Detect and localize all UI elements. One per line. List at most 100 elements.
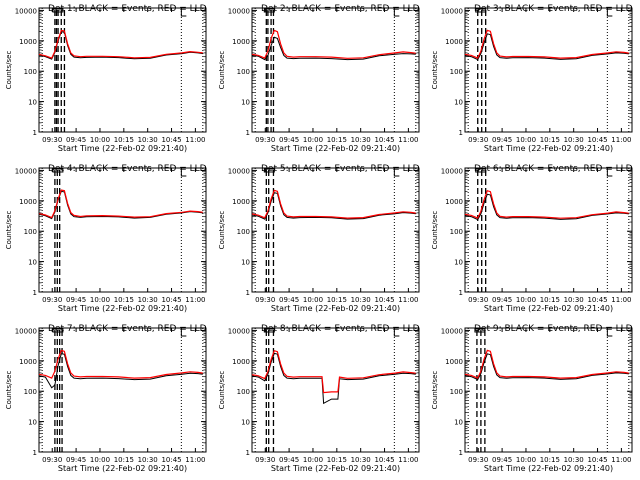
x-tick-label: 10:15 xyxy=(114,136,134,144)
x-tick-label: 09:30 xyxy=(468,296,488,304)
corner-marker xyxy=(393,169,400,177)
x-tick-label: 10:00 xyxy=(516,456,536,464)
y-tick-label: 10 xyxy=(241,259,250,267)
y-tick-label: 100 xyxy=(237,388,250,396)
x-tick-label: 09:45 xyxy=(492,296,512,304)
y-tick-label: 1 xyxy=(33,289,37,297)
x-tick-label: 10:30 xyxy=(138,296,158,304)
x-tick-label: 09:30 xyxy=(42,136,62,144)
y-tick-label: 10 xyxy=(454,419,463,427)
y-tick-label: 100 xyxy=(237,228,250,236)
x-tick-label: 11:00 xyxy=(611,136,631,144)
x-tick-label: 09:45 xyxy=(279,456,299,464)
x-tick-label: 09:45 xyxy=(66,136,86,144)
y-tick-label: 10 xyxy=(454,99,463,107)
y-tick-label: 10000 xyxy=(441,167,463,175)
x-tick-label: 09:45 xyxy=(66,456,86,464)
y-tick-label: 10000 xyxy=(15,7,37,15)
y-tick-label: 1000 xyxy=(445,38,463,46)
x-tick-label: 11:00 xyxy=(185,456,205,464)
events-series-line xyxy=(38,190,203,220)
y-tick-label: 1000 xyxy=(232,38,250,46)
y-tick-label: 10000 xyxy=(15,167,37,175)
y-tick-label: 10000 xyxy=(228,327,250,335)
y-axis-label: Counts/sec xyxy=(5,51,13,90)
y-tick-label: 1000 xyxy=(19,358,37,366)
events-series-line xyxy=(464,353,629,381)
lld-series-line xyxy=(251,29,416,59)
x-tick-label: 09:45 xyxy=(492,456,512,464)
lld-series-line xyxy=(38,349,203,379)
x-tick-label: 10:30 xyxy=(138,456,158,464)
x-tick-label: 09:45 xyxy=(492,136,512,144)
chart-title: Det 2: BLACK = Events, RED = LLD xyxy=(261,4,420,14)
x-axis-label: Start Time (22-Feb-02 09:21:40) xyxy=(271,304,400,313)
y-tick-label: 1000 xyxy=(445,358,463,366)
x-tick-label: 10:00 xyxy=(516,136,536,144)
chart-panel-8: Det 8: BLACK = Events, RED = LLD 09:30 09:… xyxy=(218,324,420,473)
x-axis-label: Start Time (22-Feb-02 09:21:40) xyxy=(58,144,187,153)
x-axis-label: Start Time (22-Feb-02 09:21:40) xyxy=(58,464,187,473)
x-tick-label: 09:45 xyxy=(279,136,299,144)
chart-title: Det 8: BLACK = Events, RED = LLD xyxy=(261,324,420,334)
x-tick-label: 10:00 xyxy=(90,296,110,304)
y-tick-label: 100 xyxy=(450,388,463,396)
y-tick-label: 10 xyxy=(241,419,250,427)
x-tick-label: 10:00 xyxy=(303,296,323,304)
lld-series-line xyxy=(38,189,203,219)
x-tick-label: 10:15 xyxy=(114,456,134,464)
x-tick-label: 10:45 xyxy=(587,296,607,304)
x-tick-label: 11:00 xyxy=(185,136,205,144)
interval-bracket-marker xyxy=(475,8,487,13)
corner-marker xyxy=(180,9,187,17)
corner-marker xyxy=(393,9,400,17)
y-tick-label: 10 xyxy=(28,419,37,427)
chart-panel-5: Det 5: BLACK = Events, RED = LLD 09:30 09:… xyxy=(218,164,420,313)
y-tick-label: 1000 xyxy=(19,38,37,46)
x-tick-label: 09:45 xyxy=(66,296,86,304)
x-tick-label: 10:45 xyxy=(161,136,181,144)
y-tick-label: 100 xyxy=(450,68,463,76)
x-tick-label: 10:15 xyxy=(540,296,560,304)
interval-bracket-marker xyxy=(263,168,275,173)
chart-panel-2: Det 2: BLACK = Events, RED = LLD 09:30 09:… xyxy=(218,4,420,153)
x-axis-label: Start Time (22-Feb-02 09:21:40) xyxy=(484,304,613,313)
y-axis-label: Counts/sec xyxy=(218,371,226,410)
y-tick-label: 1 xyxy=(246,129,250,137)
x-tick-label: 11:00 xyxy=(185,296,205,304)
y-tick-label: 10000 xyxy=(228,7,250,15)
y-axis-label: Counts/sec xyxy=(431,51,439,90)
interval-bracket-marker xyxy=(52,8,64,13)
y-tick-label: 1000 xyxy=(232,198,250,206)
y-axis-label: Counts/sec xyxy=(5,371,13,410)
x-tick-label: 10:45 xyxy=(374,456,394,464)
plot-frame xyxy=(251,167,420,293)
x-tick-label: 10:30 xyxy=(138,136,158,144)
x-tick-label: 10:45 xyxy=(161,296,181,304)
x-tick-label: 10:45 xyxy=(161,456,181,464)
events-series-line xyxy=(38,31,203,60)
corner-marker xyxy=(393,329,400,337)
lld-series-line xyxy=(464,349,629,379)
x-tick-label: 10:30 xyxy=(564,296,584,304)
chart-panel-3: Det 3: BLACK = Events, RED = LLD 09:30 09:… xyxy=(431,4,633,153)
interval-bracket-marker xyxy=(263,328,275,333)
y-tick-label: 1000 xyxy=(445,198,463,206)
y-tick-label: 1 xyxy=(33,129,37,137)
lld-series-line xyxy=(251,349,416,394)
plot-frame xyxy=(464,7,633,133)
interval-bracket-marker xyxy=(263,8,275,13)
y-tick-label: 100 xyxy=(24,388,37,396)
interval-bracket-marker xyxy=(52,168,64,173)
y-tick-label: 10 xyxy=(28,259,37,267)
corner-marker xyxy=(606,329,613,337)
y-tick-label: 1 xyxy=(33,449,37,457)
x-tick-label: 10:30 xyxy=(564,136,584,144)
y-tick-label: 1000 xyxy=(232,358,250,366)
y-tick-label: 10000 xyxy=(15,327,37,335)
x-axis-label: Start Time (22-Feb-02 09:21:40) xyxy=(271,464,400,473)
events-series-line xyxy=(251,192,416,220)
y-tick-label: 1 xyxy=(459,449,463,457)
y-tick-label: 10000 xyxy=(441,327,463,335)
